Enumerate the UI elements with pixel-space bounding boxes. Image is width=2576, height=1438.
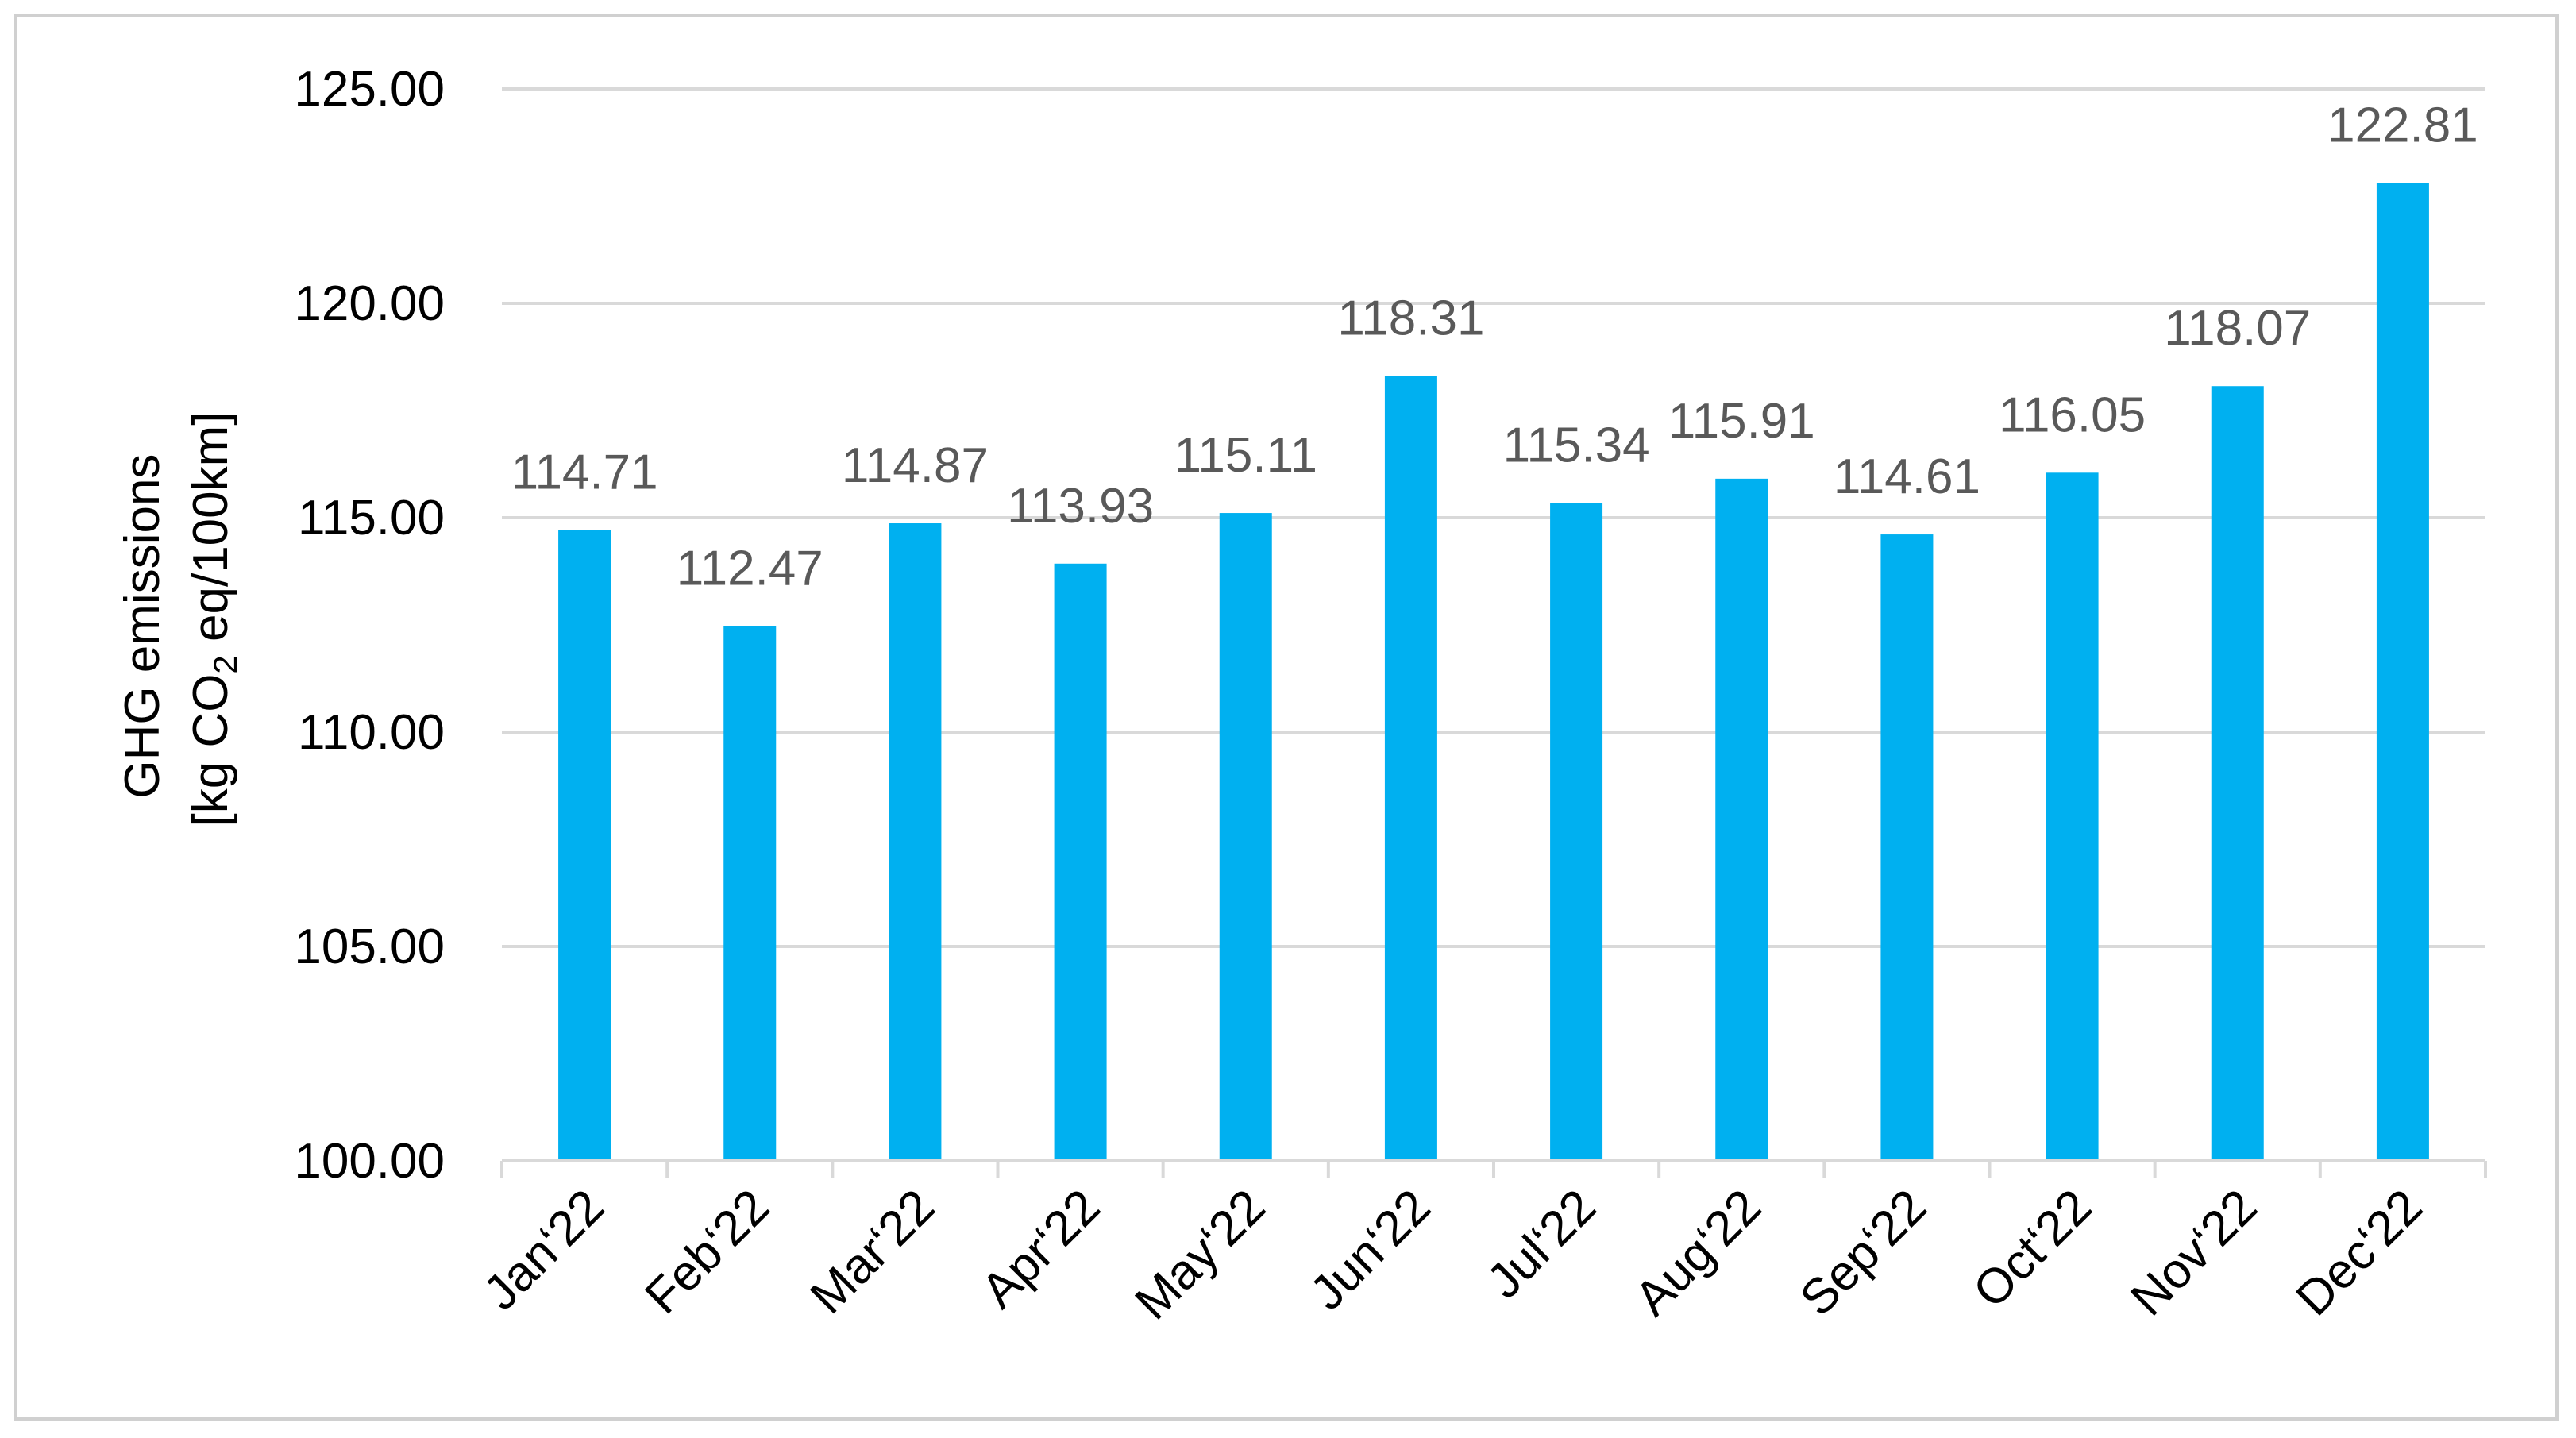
data-label: 118.07 — [2164, 301, 2311, 356]
chart-frame — [14, 14, 2559, 1421]
bar — [2046, 472, 2099, 1161]
data-label: 115.34 — [1503, 418, 1650, 473]
x-tick-label: Feb‘22 — [634, 1179, 780, 1324]
x-tick-label: Jun‘22 — [1300, 1179, 1441, 1320]
y-tick-label: 110.00 — [298, 705, 445, 760]
x-tick-label: Apr‘22 — [971, 1179, 1111, 1319]
bar — [1054, 563, 1107, 1161]
data-label: 122.81 — [2327, 98, 2478, 152]
data-label: 114.61 — [1834, 449, 1980, 504]
data-label: 112.47 — [677, 542, 823, 596]
bars — [558, 183, 2429, 1162]
bar — [558, 530, 611, 1161]
x-tick-label: Jan‘22 — [473, 1179, 615, 1320]
data-label: 118.31 — [1337, 291, 1484, 345]
bar — [1880, 534, 1934, 1161]
bar — [1550, 503, 1603, 1161]
bar — [889, 523, 942, 1161]
data-label: 116.05 — [1999, 387, 2146, 442]
x-tick-label: Nov‘22 — [2120, 1179, 2267, 1326]
y-tick-label: 100.00 — [294, 1134, 445, 1189]
y-axis-title-unit-subscript: 2 — [206, 655, 244, 673]
bar — [1219, 513, 1272, 1161]
x-axis — [500, 1159, 2487, 1178]
x-tick-label: Oct‘22 — [1963, 1179, 2103, 1319]
y-axis-title: GHG emissions [kg CO2 eq/100km] — [115, 411, 244, 827]
bar — [2376, 183, 2429, 1161]
data-label: 114.87 — [842, 438, 989, 493]
y-tick-label: 115.00 — [298, 491, 445, 546]
bar — [1384, 376, 1437, 1161]
data-label: 114.71 — [511, 445, 658, 500]
data-labels: 114.71 112.47 114.87 113.93 115.11 118.31 115.… — [511, 98, 2478, 596]
y-axis-title-unit-prefix: [kg CO — [183, 674, 238, 827]
gridlines — [502, 87, 2485, 948]
bar — [723, 626, 777, 1161]
y-tick-label: 105.00 — [294, 919, 445, 974]
x-tick-label: Dec‘22 — [2286, 1179, 2433, 1326]
bar — [2211, 386, 2264, 1162]
x-axis-ticks: Jan‘22 Feb‘22 Mar‘22 Apr‘22 May‘22 Jun‘22 Jul‘… — [473, 1179, 2433, 1330]
y-axis-title-unit-suffix: eq/100km] — [183, 411, 238, 655]
x-tick-label: May‘22 — [1125, 1179, 1276, 1330]
data-label: 115.91 — [1668, 394, 1815, 449]
bar — [1715, 478, 1768, 1161]
data-label: 115.11 — [1174, 428, 1317, 483]
data-label: 113.93 — [1007, 479, 1154, 534]
y-tick-label: 125.00 — [294, 62, 445, 117]
y-tick-label: 120.00 — [294, 276, 445, 331]
x-tick-label: Jul‘22 — [1477, 1179, 1606, 1309]
y-axis-ticks: 100.00 105.00 110.00 115.00 120.00 125.00 — [294, 62, 445, 1189]
x-tick-label: Sep‘22 — [1790, 1179, 1937, 1326]
y-axis-title-line-1: GHG emissions — [115, 454, 170, 799]
y-axis-title-line-2: [kg CO2 eq/100km] — [183, 411, 244, 827]
x-tick-label: Aug‘22 — [1625, 1179, 1772, 1326]
x-tick-label: Mar‘22 — [800, 1179, 946, 1324]
